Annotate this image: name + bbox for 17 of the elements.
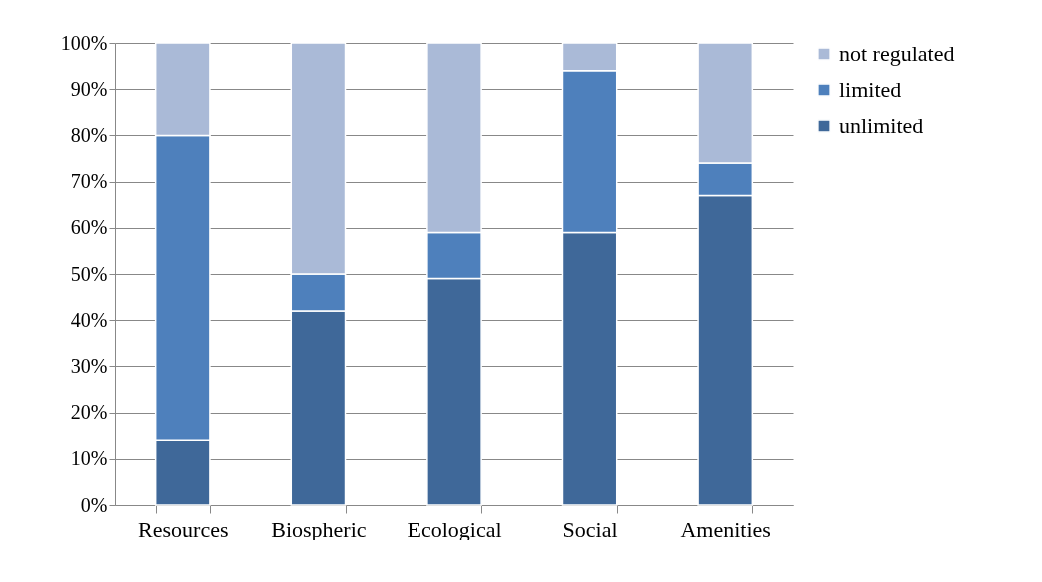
y-tick-label: 90% xyxy=(70,77,108,100)
y-tick-label: 50% xyxy=(70,262,108,285)
y-tick-label: 10% xyxy=(70,447,108,470)
x-tick-label: Resources xyxy=(138,516,229,542)
y-tick-label: 60% xyxy=(70,216,108,239)
legend-label: unlimited xyxy=(839,113,924,138)
y-tick-label: 30% xyxy=(70,354,108,377)
y-tick-label: 80% xyxy=(70,123,108,146)
x-tick-label: Amenities xyxy=(680,516,771,542)
legend-label: limited xyxy=(839,77,902,102)
x-tick-label: Social xyxy=(562,516,618,542)
y-tick-label: 0% xyxy=(80,493,108,516)
y-tick-label: 100% xyxy=(60,31,108,54)
y-tick-label: 70% xyxy=(70,170,108,193)
y-tick-label: 40% xyxy=(70,308,108,331)
y-tick-label: 20% xyxy=(70,401,108,424)
legend-label: not regulated xyxy=(839,41,955,66)
